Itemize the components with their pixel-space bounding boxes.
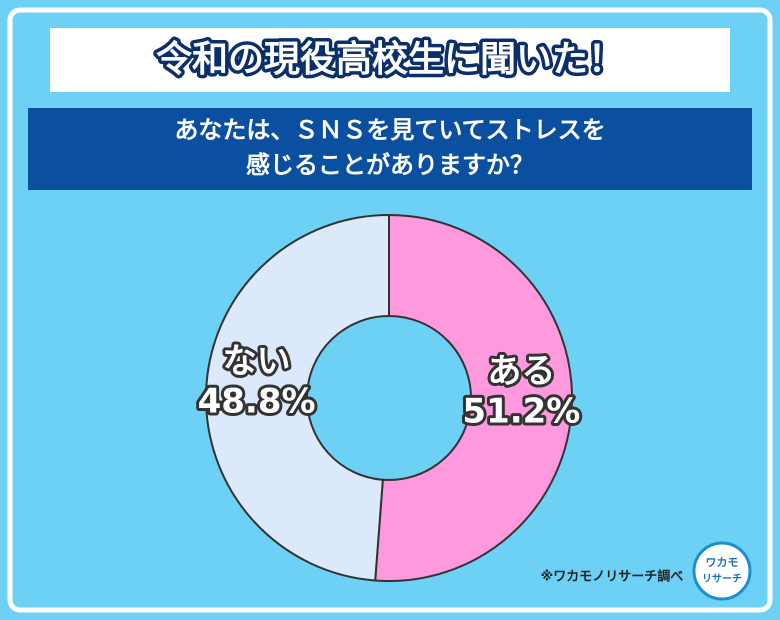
- subtitle-band: [28, 108, 752, 190]
- donut-segment: [374, 213, 573, 582]
- frame: [7, 7, 773, 613]
- subtitle: 感じることがありますか？: [246, 151, 534, 179]
- logo-badge: [692, 541, 752, 601]
- category-label: ない: [223, 342, 291, 382]
- value-label: 48.8%: [198, 382, 316, 422]
- value-label: 51.2%: [462, 391, 580, 431]
- logo-text: ワカモ: [706, 556, 739, 569]
- category-label: ある: [487, 351, 555, 391]
- subtitle: あなたは、ＳＮＳを見ていてストレスを: [174, 116, 605, 144]
- donut-segment: [205, 213, 390, 582]
- logo: ワカモ リサーチ: [692, 541, 752, 601]
- logo-text: リサーチ: [702, 573, 742, 585]
- source: ※ワカモノリサーチ調べ: [541, 569, 684, 585]
- chart-title: 令和の現役高校生に聞いた！: [156, 39, 624, 80]
- title-box: [50, 28, 730, 92]
